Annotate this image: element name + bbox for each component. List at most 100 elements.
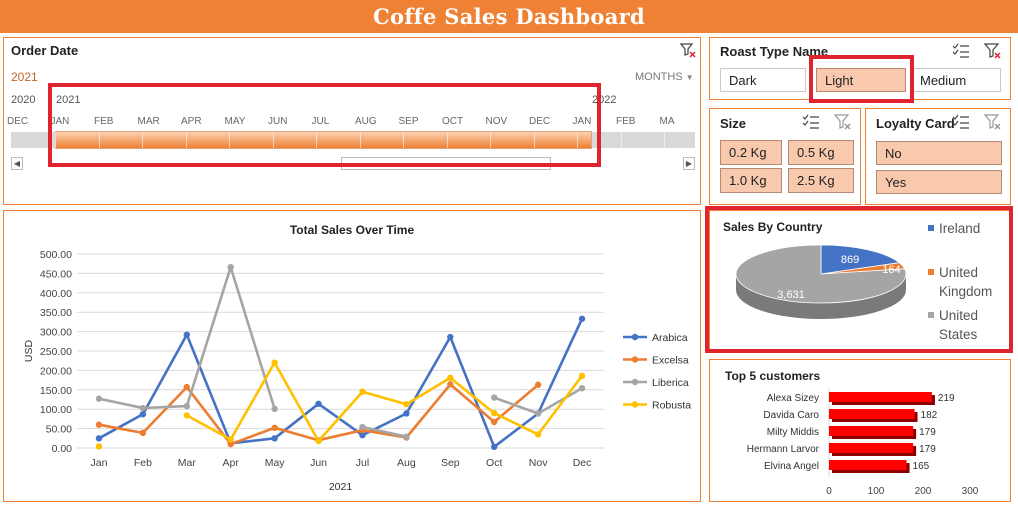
timeline-month-label[interactable]: JAN xyxy=(572,116,592,127)
legend-swatch xyxy=(928,225,934,231)
data-point xyxy=(271,424,278,432)
loyalty-option-yes[interactable]: Yes xyxy=(876,170,1002,194)
legend-label: United xyxy=(939,308,978,323)
data-point xyxy=(491,418,498,426)
multi-select-icon[interactable] xyxy=(802,114,820,130)
data-point xyxy=(315,400,322,407)
timeline-tick xyxy=(98,132,100,148)
x-tick-label: Dec xyxy=(573,457,592,469)
legend-label: United xyxy=(939,265,978,280)
scroll-right-button[interactable]: ▶ xyxy=(683,157,695,170)
roast-slicer-title: Roast Type Name xyxy=(720,44,829,59)
loyalty-slicer-title: Loyalty Card xyxy=(876,116,955,131)
timeline-month-label[interactable]: MAR xyxy=(137,116,160,127)
x-tick-label: 100 xyxy=(868,486,885,497)
y-tick-label: 200.00 xyxy=(40,365,72,377)
timeline-tick xyxy=(664,132,665,148)
timeline-month-label[interactable]: OCT xyxy=(442,116,464,127)
timeline-tick xyxy=(55,132,56,148)
x-tick-label: Oct xyxy=(486,457,502,469)
clear-filter-icon[interactable] xyxy=(680,42,696,58)
bar-value-label: 165 xyxy=(913,461,930,472)
timeline-month-label[interactable]: DEC xyxy=(529,116,551,127)
data-point xyxy=(491,394,498,401)
legend-label: Arabica xyxy=(652,332,688,344)
year-label-2021: 2021 xyxy=(56,94,81,106)
data-point xyxy=(95,421,103,428)
legend-marker xyxy=(631,356,639,363)
pie-slice-ireland xyxy=(820,244,901,275)
bar-value-label: 179 xyxy=(919,427,936,438)
data-point xyxy=(183,412,190,419)
y-tick-label: 450.00 xyxy=(40,268,72,280)
pie-slice-side xyxy=(736,274,906,319)
data-point xyxy=(534,431,542,438)
data-point xyxy=(534,410,542,417)
roast-option-medium[interactable]: Medium xyxy=(911,68,1001,92)
timeline-month-label[interactable]: JAN xyxy=(50,116,70,127)
data-point xyxy=(95,443,103,450)
chevron-down-icon: ▼ xyxy=(685,73,694,82)
size-option-2-5kg[interactable]: 2.5 Kg xyxy=(788,168,854,193)
timeline-selection-bar[interactable] xyxy=(55,131,592,149)
top-customers-bar-chart: Top 5 customers Alexa Sizey 219 Davida Caro… xyxy=(725,369,979,497)
data-point xyxy=(447,381,454,388)
data-point xyxy=(139,404,147,412)
bar-category-label: Elvina Angel xyxy=(764,461,819,472)
x-tick-label: Apr xyxy=(223,457,240,469)
x-tick-label: Mar xyxy=(178,457,197,469)
timeline-scrollbar-thumb[interactable] xyxy=(341,157,551,170)
y-axis-label: USD xyxy=(23,339,35,362)
timeline-month-label[interactable]: FEB xyxy=(94,116,114,127)
timeline-month-label[interactable]: MAY xyxy=(224,116,246,127)
data-point xyxy=(491,409,498,417)
loyalty-option-no[interactable]: No xyxy=(876,141,1002,165)
x-tick-label: 300 xyxy=(962,486,979,497)
data-point xyxy=(139,411,147,418)
timeline-tick xyxy=(142,132,143,148)
timeline-month-label[interactable]: NOV xyxy=(485,116,508,127)
multi-select-icon[interactable] xyxy=(952,43,970,59)
size-option-0-2kg[interactable]: 0.2 Kg xyxy=(720,140,782,165)
legend-label: Liberica xyxy=(652,377,689,389)
x-tick-label: Sep xyxy=(441,457,460,469)
data-point xyxy=(227,440,234,448)
legend-label: Excelsa xyxy=(652,355,689,367)
timeline-month-label[interactable]: JUN xyxy=(268,116,288,127)
timeline-month-label[interactable]: JUL xyxy=(311,116,330,127)
y-tick-label: 150.00 xyxy=(40,385,72,397)
timeline-month-label[interactable]: SEP xyxy=(398,116,419,127)
legend-marker xyxy=(631,378,639,386)
timeline-month-label[interactable]: FEB xyxy=(616,116,636,127)
roast-option-light[interactable]: Light xyxy=(816,68,906,92)
data-point xyxy=(491,443,498,451)
total-sales-line-chart: Total Sales Over Time 0.00 50.00 100.00 150.… xyxy=(23,223,691,493)
size-option-1-0kg[interactable]: 1.0 Kg xyxy=(720,168,782,193)
timeline-month-label[interactable]: MA xyxy=(659,116,675,127)
pie-slice-united-states xyxy=(735,244,907,304)
period-selector[interactable]: MONTHS ▼ xyxy=(635,71,694,83)
data-point xyxy=(315,437,322,445)
clear-filter-icon[interactable] xyxy=(984,113,1002,131)
data-point xyxy=(578,315,586,322)
y-tick-label: 350.00 xyxy=(40,307,72,319)
series-line-robusta xyxy=(186,361,584,443)
bar xyxy=(829,392,932,402)
timeline-month-label[interactable]: AUG xyxy=(355,116,377,127)
data-point xyxy=(578,385,586,392)
x-tick-label: Jun xyxy=(310,457,327,469)
scroll-left-button[interactable]: ◀ xyxy=(11,157,23,170)
roast-option-dark[interactable]: Dark xyxy=(720,68,806,92)
size-option-0-5kg[interactable]: 0.5 Kg xyxy=(788,140,854,165)
top-customers-panel: Top 5 customers Alexa Sizey 219 Davida Caro… xyxy=(709,359,1011,502)
timeline-month-label[interactable]: DEC xyxy=(7,116,29,127)
timeline-tick xyxy=(707,132,709,148)
clear-filter-icon[interactable] xyxy=(984,42,1002,60)
multi-select-icon[interactable] xyxy=(952,114,970,130)
clear-filter-icon[interactable] xyxy=(834,113,852,131)
timeline-tick xyxy=(229,132,230,148)
legend-label-continued: Kingdom xyxy=(939,284,992,299)
x-tick-label: 0 xyxy=(826,486,832,497)
y-tick-label: 300.00 xyxy=(40,327,72,339)
timeline-month-label[interactable]: APR xyxy=(181,116,202,127)
